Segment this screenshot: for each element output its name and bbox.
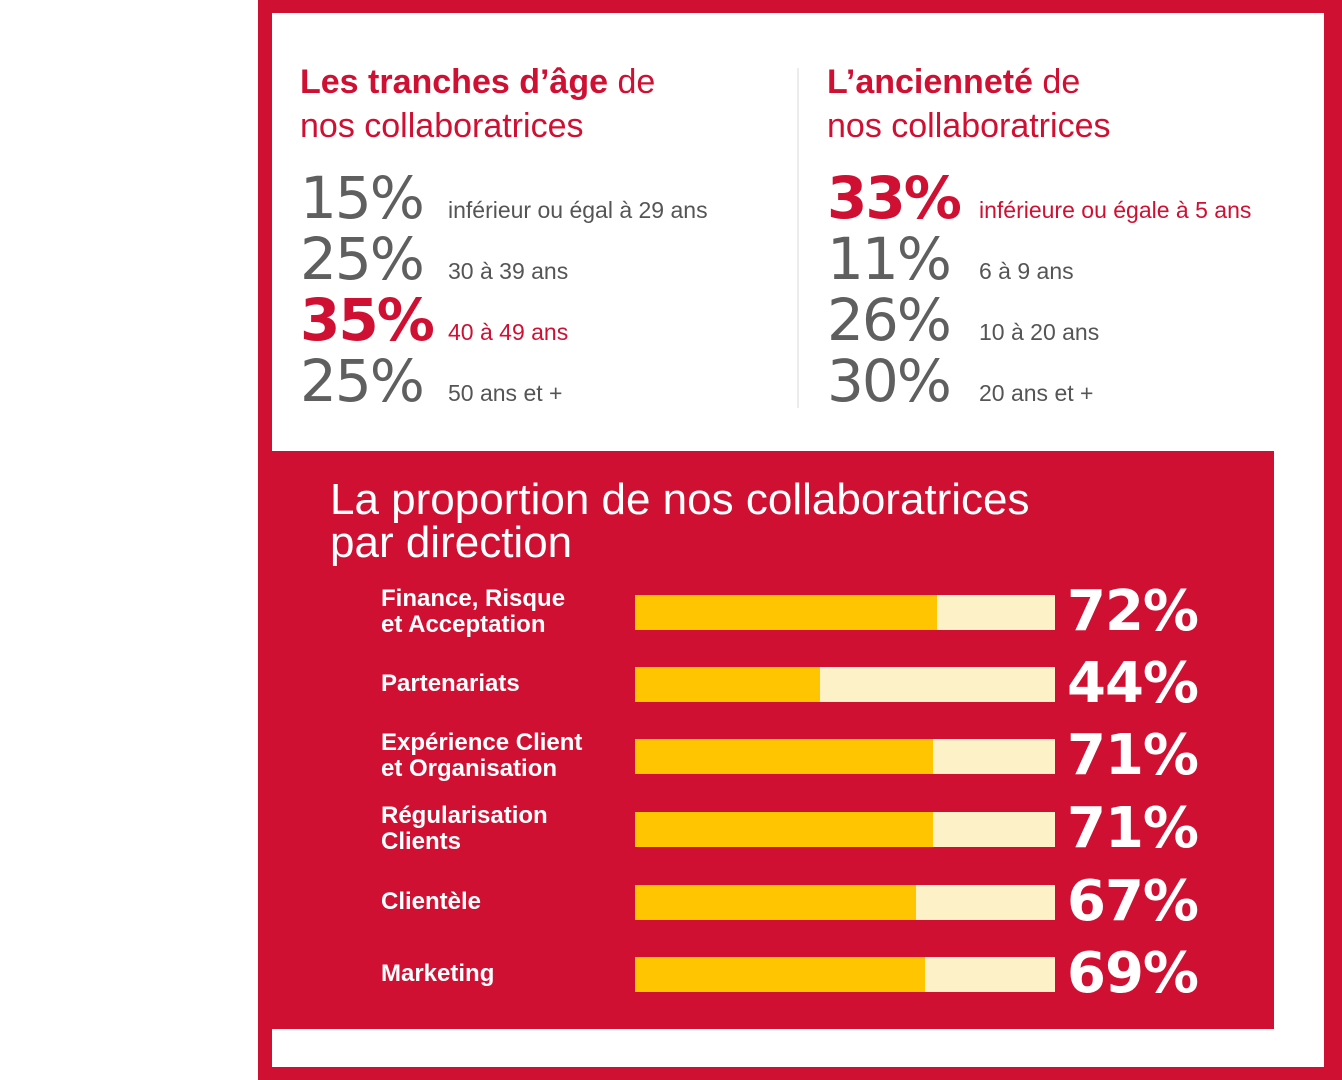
seniority-title: L’ancienneté de nos collaboratrices (827, 60, 1327, 148)
age-title: Les tranches d’âge de nos collaboratrice… (300, 60, 780, 148)
seniority-stat-row: 33% inférieure ou égale à 5 ans (827, 168, 1327, 229)
seniority-stat-pct: 30% (827, 347, 952, 415)
age-stat-label: 30 à 39 ans (448, 258, 569, 284)
seniority-stat-label: 10 à 20 ans (979, 319, 1100, 345)
seniority-stat-label: 6 à 9 ans (979, 258, 1074, 284)
age-stat-row: 15% inférieur ou égal à 29 ans (300, 168, 780, 229)
age-stat-pct: 25% (300, 225, 425, 293)
seniority-section: L’ancienneté de nos collaboratrices 33% … (827, 60, 1327, 412)
age-title-line2: nos collaboratrices (300, 107, 584, 145)
seniority-title-rest: de (1032, 63, 1081, 101)
age-stat-pct: 15% (300, 164, 425, 232)
age-stat-row: 25% 50 ans et + (300, 351, 780, 412)
chart-title: La proportion de nos collaboratrices par… (330, 475, 1230, 567)
seniority-stat-row: 11% 6 à 9 ans (827, 229, 1327, 290)
seniority-stat-pct: 11% (827, 225, 952, 293)
chart-title-line2: par direction (330, 518, 573, 567)
seniority-stats: 33% inférieure ou égale à 5 ans 11% 6 à … (827, 168, 1327, 412)
age-stat-row: 35% 40 à 49 ans (300, 290, 780, 351)
age-title-rest: de (608, 63, 656, 101)
age-stat-pct: 35% (300, 286, 435, 354)
seniority-stat-row: 26% 10 à 20 ans (827, 290, 1327, 351)
chart-title-line1: La proportion de nos collaboratrices (330, 475, 1030, 524)
age-section: Les tranches d’âge de nos collaboratrice… (300, 60, 780, 412)
seniority-stat-row: 30% 20 ans et + (827, 351, 1327, 412)
age-stats: 15% inférieur ou égal à 29 ans 25% 30 à … (300, 168, 780, 412)
seniority-stat-pct: 26% (827, 286, 952, 354)
age-stat-label: inférieur ou égal à 29 ans (448, 197, 708, 223)
seniority-title-bold: L’ancienneté (827, 63, 1033, 101)
age-title-bold: Les tranches d’âge (300, 63, 609, 101)
age-stat-pct: 25% (300, 347, 425, 415)
seniority-stat-label: 20 ans et + (979, 380, 1094, 406)
seniority-stat-pct: 33% (827, 164, 962, 232)
age-stat-label: 50 ans et + (448, 380, 563, 406)
age-stat-row: 25% 30 à 39 ans (300, 229, 780, 290)
seniority-title-line2: nos collaboratrices (827, 107, 1111, 145)
seniority-stat-label: inférieure ou égale à 5 ans (979, 197, 1252, 223)
age-stat-label: 40 à 49 ans (448, 319, 569, 345)
column-divider (797, 68, 799, 408)
